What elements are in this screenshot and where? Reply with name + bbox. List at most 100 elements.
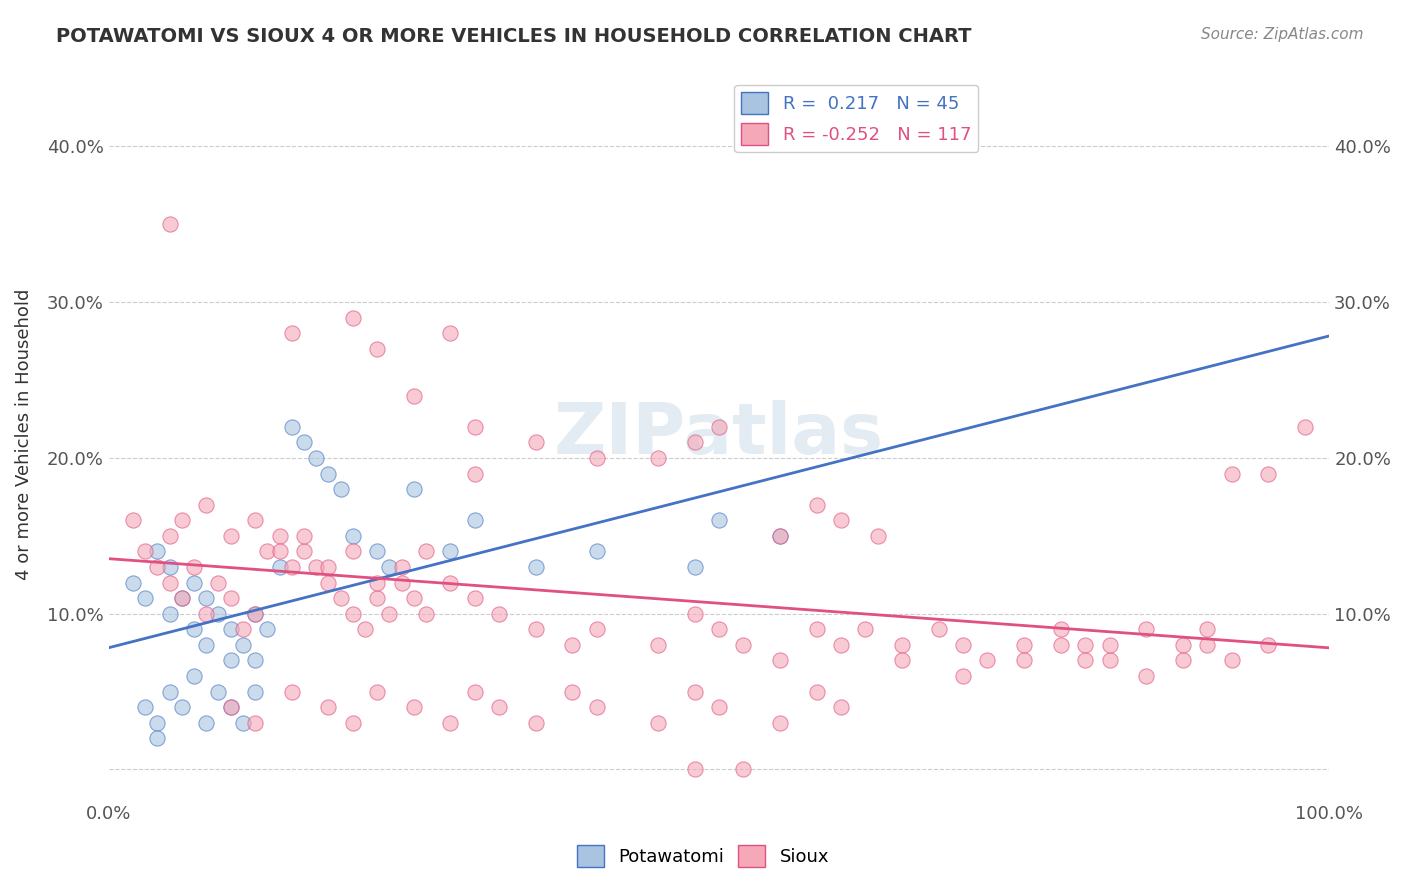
Point (415, 544, 437, 558)
Point (134, 544, 156, 558)
Point (647, 715, 669, 730)
Point (183, 575, 205, 590)
Point (219, 653, 242, 667)
Point (683, 560, 706, 574)
Point (159, 560, 181, 574)
Point (707, 513, 730, 527)
Point (292, 435, 315, 450)
Point (524, 622, 547, 636)
Point (1074, 638, 1097, 652)
Point (769, 529, 792, 543)
Point (806, 684, 828, 698)
Point (464, 591, 486, 606)
Point (1257, 467, 1279, 481)
Point (159, 575, 181, 590)
Point (219, 591, 242, 606)
Legend: R =  0.217   N = 45, R = -0.252   N = 117: R = 0.217 N = 45, R = -0.252 N = 117 (734, 85, 979, 153)
Point (342, 310, 364, 325)
Point (402, 700, 425, 714)
Point (415, 607, 437, 621)
Y-axis label: 4 or more Vehicles in Household: 4 or more Vehicles in Household (15, 289, 32, 581)
Point (439, 326, 461, 341)
Point (1098, 653, 1121, 667)
Point (122, 513, 145, 527)
Point (170, 700, 193, 714)
Point (402, 591, 425, 606)
Point (318, 700, 340, 714)
Point (159, 217, 181, 231)
Point (1049, 622, 1071, 636)
Point (1220, 653, 1243, 667)
Point (183, 560, 205, 574)
Point (488, 607, 510, 621)
Point (830, 700, 852, 714)
Point (280, 684, 302, 698)
Point (806, 622, 828, 636)
Point (292, 544, 315, 558)
Point (1012, 653, 1035, 667)
Point (952, 669, 974, 683)
Point (733, 763, 755, 777)
Point (1098, 638, 1121, 652)
Text: Source: ZipAtlas.com: Source: ZipAtlas.com (1201, 27, 1364, 42)
Point (891, 638, 914, 652)
Point (464, 419, 486, 434)
Point (402, 389, 425, 403)
Point (170, 513, 193, 527)
Point (866, 529, 889, 543)
Point (586, 622, 609, 636)
Point (488, 700, 510, 714)
Point (1171, 653, 1194, 667)
Point (402, 482, 425, 496)
Point (183, 622, 205, 636)
Point (207, 684, 229, 698)
Point (1294, 419, 1316, 434)
Point (1012, 638, 1035, 652)
Point (232, 715, 254, 730)
Point (305, 450, 328, 465)
Point (146, 731, 169, 746)
Point (366, 684, 388, 698)
Point (243, 684, 266, 698)
Point (305, 560, 328, 574)
Point (329, 482, 352, 496)
Point (928, 622, 950, 636)
Point (1197, 622, 1219, 636)
Point (354, 622, 377, 636)
Point (524, 435, 547, 450)
Point (207, 607, 229, 621)
Point (391, 560, 413, 574)
Point (464, 684, 486, 698)
Point (1220, 467, 1243, 481)
Point (683, 684, 706, 698)
Point (586, 450, 609, 465)
Point (219, 529, 242, 543)
Point (243, 715, 266, 730)
Point (134, 700, 156, 714)
Point (146, 715, 169, 730)
Point (342, 715, 364, 730)
Point (1197, 638, 1219, 652)
Point (269, 544, 291, 558)
Point (159, 529, 181, 543)
Point (561, 638, 583, 652)
Point (195, 498, 218, 512)
Point (280, 560, 302, 574)
Legend: Potawatomi, Sioux: Potawatomi, Sioux (569, 838, 837, 874)
Point (769, 529, 792, 543)
Point (342, 529, 364, 543)
Point (269, 529, 291, 543)
Point (366, 591, 388, 606)
Point (195, 638, 218, 652)
Point (855, 622, 877, 636)
Point (170, 591, 193, 606)
Point (830, 513, 852, 527)
Point (1049, 638, 1071, 652)
Point (976, 653, 998, 667)
Point (707, 700, 730, 714)
Point (439, 544, 461, 558)
Point (232, 622, 254, 636)
Point (769, 715, 792, 730)
Point (647, 638, 669, 652)
Point (683, 763, 706, 777)
